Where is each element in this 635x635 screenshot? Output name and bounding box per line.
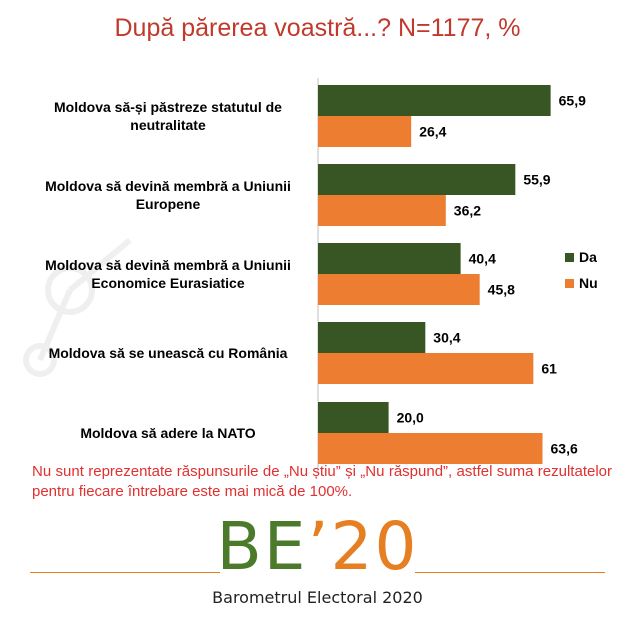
brand-logo: BE’20 <box>0 508 635 585</box>
data-label: 65,9 <box>559 93 586 109</box>
brand-logo-apostrophe: ’ <box>307 508 331 585</box>
category-label-line: Moldova să devină membră a Uniunii <box>45 257 291 273</box>
data-label: 36,2 <box>454 203 481 219</box>
category-label-line: Moldova să-și păstreze statutul de <box>54 99 282 115</box>
data-label: 26,4 <box>419 124 446 140</box>
data-label: 40,4 <box>469 251 496 267</box>
brand-logo-be: BE <box>216 508 308 585</box>
bar-da <box>318 85 551 116</box>
category-label-line: neutralitate <box>130 117 206 133</box>
brand-divider-left <box>30 572 220 573</box>
bar-nu <box>318 116 412 147</box>
category-label: Moldova să-și păstreze statutul de neutra… <box>54 99 282 133</box>
bar-da <box>318 164 516 195</box>
bar-da <box>318 322 426 353</box>
chart-title: După părerea voastră...? N=1177, % <box>114 14 521 42</box>
legend-label-nu: Nu <box>579 275 598 291</box>
bar-nu <box>318 353 534 384</box>
legend-swatch-nu <box>565 279 574 288</box>
category-label-line: Moldova să devină membră a Uniunii <box>45 178 291 194</box>
category-label-line: Moldova să se unească cu România <box>49 345 288 361</box>
category-label: Moldova să adere la NATO <box>80 425 255 441</box>
footnote: Nu sunt reprezentate răspunsurile de „Nu… <box>32 463 612 500</box>
category-label: Moldova să se unească cu România <box>49 345 288 361</box>
data-label: 20,0 <box>397 410 424 426</box>
bar-nu <box>318 274 480 305</box>
data-label: 30,4 <box>433 330 460 346</box>
brand-divider-right <box>415 572 605 573</box>
bar-nu <box>318 433 543 464</box>
legend-label-da: Da <box>579 249 597 265</box>
bar-nu <box>318 195 446 226</box>
data-label: 63,6 <box>551 441 578 457</box>
category-label-line: Europene <box>136 196 201 212</box>
data-label: 55,9 <box>523 172 550 188</box>
category-label: Moldova să devină membră a Uniunii Econom… <box>45 257 291 291</box>
brand-logo-year: 20 <box>330 508 419 585</box>
data-label: 45,8 <box>488 282 515 298</box>
bar-da <box>318 402 389 433</box>
category-label: Moldova să devină membră a Uniunii Europe… <box>45 178 291 212</box>
legend-swatch-da <box>565 253 574 262</box>
category-label-line: Moldova să adere la NATO <box>80 425 255 441</box>
data-label: 61 <box>541 361 557 377</box>
category-label-line: Economice Eurasiatice <box>91 275 245 291</box>
bar-da <box>318 243 461 274</box>
brand-subtitle: Barometrul Electoral 2020 <box>212 588 423 607</box>
